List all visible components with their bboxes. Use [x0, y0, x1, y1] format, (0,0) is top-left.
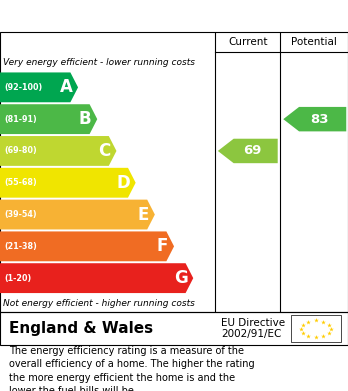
Text: (69-80): (69-80) [4, 147, 37, 156]
Polygon shape [0, 231, 174, 261]
Text: Potential: Potential [291, 37, 337, 47]
Polygon shape [0, 263, 193, 293]
Text: C: C [98, 142, 111, 160]
Text: E: E [138, 206, 149, 224]
Text: (1-20): (1-20) [4, 274, 31, 283]
Polygon shape [218, 139, 278, 163]
Text: (92-100): (92-100) [4, 83, 42, 92]
Polygon shape [0, 72, 78, 102]
Text: F: F [157, 237, 168, 255]
Polygon shape [283, 107, 346, 131]
Text: Current: Current [228, 37, 268, 47]
Text: 69: 69 [243, 144, 262, 158]
Text: Very energy efficient - lower running costs: Very energy efficient - lower running co… [3, 58, 196, 67]
Text: D: D [116, 174, 130, 192]
Text: EU Directive
2002/91/EC: EU Directive 2002/91/EC [221, 318, 285, 339]
Polygon shape [0, 136, 117, 166]
Text: (21-38): (21-38) [4, 242, 37, 251]
Text: England & Wales: England & Wales [9, 321, 153, 336]
Text: B: B [79, 110, 92, 128]
Text: G: G [174, 269, 188, 287]
Text: Energy Efficiency Rating: Energy Efficiency Rating [9, 9, 211, 23]
Text: 83: 83 [310, 113, 329, 126]
Polygon shape [0, 104, 97, 134]
Polygon shape [0, 168, 136, 198]
Text: (81-91): (81-91) [4, 115, 37, 124]
Polygon shape [0, 200, 155, 230]
Text: The energy efficiency rating is a measure of the
overall efficiency of a home. T: The energy efficiency rating is a measur… [9, 346, 254, 391]
Text: (55-68): (55-68) [4, 178, 37, 187]
Text: (39-54): (39-54) [4, 210, 37, 219]
Text: A: A [60, 78, 72, 96]
Text: Not energy efficient - higher running costs: Not energy efficient - higher running co… [3, 299, 195, 308]
